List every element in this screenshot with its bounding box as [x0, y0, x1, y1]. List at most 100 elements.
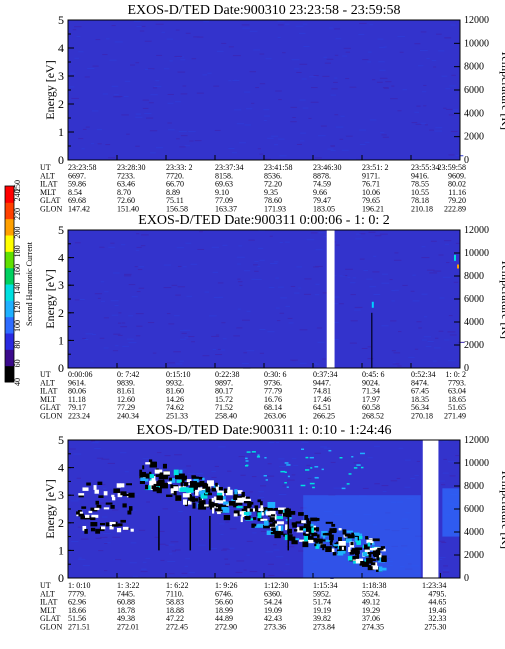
colorbar-segment	[5, 349, 14, 367]
heatmap-cell	[222, 548, 230, 550]
heatmap-cell	[285, 511, 292, 518]
heatmap-cell	[398, 331, 402, 333]
heatmap-cell	[433, 270, 442, 272]
heatmap-cell	[176, 56, 181, 58]
heatmap-cell	[310, 517, 318, 522]
table-cell: 23:59:58	[438, 163, 466, 172]
heatmap-cell	[186, 465, 191, 467]
heatmap-cell	[268, 574, 275, 576]
colorbar-segment	[5, 202, 14, 220]
heatmap-cell	[72, 29, 77, 31]
heatmap-cell	[357, 533, 363, 536]
heatmap-cell	[303, 523, 311, 529]
heatmap-cell	[448, 114, 455, 116]
heatmap-cell	[190, 484, 198, 489]
heatmap-cell	[359, 143, 366, 145]
heatmap-cell	[222, 244, 228, 246]
heatmap-cell	[90, 527, 96, 532]
heatmap-cell	[445, 88, 451, 90]
heatmap-cell	[342, 55, 348, 57]
colorbar-segment	[5, 235, 14, 252]
temp-axis-label: Temperature [K]	[499, 50, 505, 130]
heatmap-cell	[90, 143, 94, 145]
heatmap-cell	[424, 124, 428, 126]
heatmap-cell	[333, 321, 339, 323]
heatmap-cell	[96, 457, 104, 459]
heatmap-cell	[191, 496, 195, 503]
heatmap-cell	[418, 65, 424, 67]
heatmap-cell	[180, 482, 183, 487]
heatmap-cell	[300, 132, 307, 134]
heatmap-cell	[415, 123, 422, 125]
heatmap-cell	[272, 521, 277, 525]
heatmap-cell	[87, 68, 95, 70]
heatmap-texture	[68, 20, 464, 160]
heatmap-cell	[416, 105, 421, 107]
heatmap-cell	[241, 508, 248, 513]
table-cell: 51.74	[313, 598, 331, 607]
heatmap-cell	[96, 504, 102, 509]
table-cell: 8.70	[117, 188, 131, 197]
heatmap-cell	[232, 55, 241, 57]
heatmap-cell	[245, 108, 253, 110]
heatmap-cell	[288, 510, 296, 515]
heatmap-cell	[360, 452, 365, 455]
row-label: ALT	[40, 171, 55, 180]
heatmap-cell	[141, 25, 146, 27]
heatmap-cell	[241, 363, 249, 365]
heatmap-cell	[363, 552, 368, 556]
heatmap-cell	[211, 487, 217, 492]
table-cell: 72.60	[117, 196, 135, 205]
colorbar-segment	[5, 300, 14, 318]
heatmap-cell	[437, 480, 446, 482]
row-label: MLT	[40, 606, 56, 615]
heatmap-cell	[369, 286, 377, 288]
heatmap-cell	[286, 546, 295, 548]
heatmap-cell	[243, 492, 247, 494]
heatmap-cell	[362, 487, 369, 489]
colorbar-segment	[5, 365, 14, 383]
heatmap-cell	[287, 317, 293, 319]
heatmap-cell	[371, 301, 374, 308]
heatmap-cell	[216, 495, 223, 501]
table-cell: 9171.	[362, 171, 380, 180]
heatmap-cell	[209, 315, 217, 317]
heatmap-cell	[162, 473, 169, 479]
heatmap-cell	[123, 275, 132, 277]
heatmap-cell	[193, 478, 199, 484]
heatmap-cell	[203, 21, 210, 23]
heatmap-cell	[190, 263, 198, 265]
heatmap-cell	[215, 482, 218, 487]
heatmap-cell	[121, 322, 126, 324]
table-cell: 272.90	[215, 623, 237, 632]
heatmap-cell	[269, 235, 273, 237]
heatmap-cell	[291, 538, 298, 545]
heatmap-features	[76, 448, 460, 578]
temp-axis-label: Temperature [K]	[499, 469, 505, 549]
colorbar-tick-label: 240	[13, 189, 22, 201]
temp-tick-label: 4000	[464, 527, 484, 538]
heatmap-cell	[443, 107, 447, 109]
heatmap-cell	[78, 557, 82, 559]
heatmap-cell	[144, 40, 152, 42]
temp-tick-label: 6000	[464, 504, 484, 515]
heatmap-cell	[248, 239, 255, 241]
heatmap-cell	[136, 291, 141, 293]
table-cell: 76.71	[362, 180, 380, 189]
heatmap-cell	[115, 345, 119, 347]
heatmap-cell	[131, 296, 138, 298]
heatmap-cell	[390, 98, 398, 100]
heatmap-cell	[188, 336, 195, 338]
heatmap-cell	[177, 265, 182, 267]
heatmap-cell	[309, 456, 314, 459]
panel-1: EXOS-D/TED Date:900310 23:23:58 - 23:59:…	[40, 3, 505, 214]
heatmap-cell	[178, 511, 183, 513]
heatmap-cell	[324, 532, 330, 536]
heatmap-cell	[255, 87, 259, 89]
heatmap-cell	[338, 303, 344, 305]
heatmap-cell	[314, 466, 319, 468]
heatmap-cell	[209, 548, 218, 550]
heatmap-cell	[204, 504, 210, 507]
heatmap-cell	[361, 561, 369, 567]
